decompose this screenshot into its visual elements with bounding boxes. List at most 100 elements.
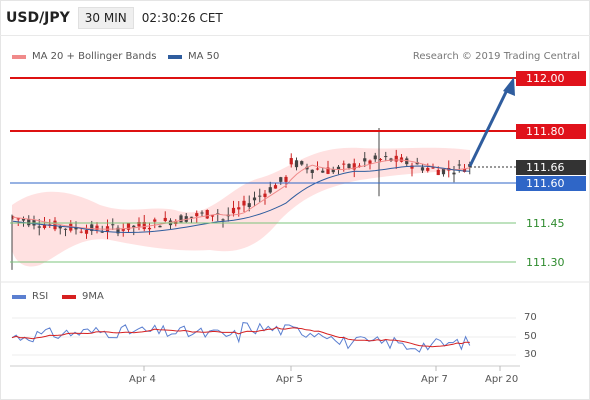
candle-body xyxy=(263,193,267,197)
candle-body xyxy=(352,163,356,170)
x-label-apr7: Apr 7 xyxy=(421,374,448,385)
level-label-111-30: 111.30 xyxy=(526,256,565,269)
candle-body xyxy=(436,169,440,176)
bollinger-bands xyxy=(12,147,470,267)
candle-body xyxy=(189,216,194,218)
candle-body xyxy=(126,222,131,230)
candle-body xyxy=(174,220,178,225)
legend-ma20: MA 20 + Bollinger Bands xyxy=(12,51,156,62)
level-label-112-00: 112.00 xyxy=(516,71,586,86)
candle-body xyxy=(426,167,430,171)
level-label-111-45: 111.45 xyxy=(526,217,565,230)
candle-body xyxy=(242,200,246,206)
candle-body xyxy=(84,229,89,234)
candle-body xyxy=(310,169,314,173)
candle-body xyxy=(462,168,467,172)
candle-body xyxy=(221,219,225,221)
candle-body xyxy=(289,158,293,165)
rsi-swatch xyxy=(12,294,26,299)
candle-body xyxy=(121,229,125,231)
candle-body xyxy=(142,222,146,230)
candle-body xyxy=(158,225,162,228)
candle-body xyxy=(153,219,157,222)
candle-body xyxy=(279,177,283,182)
candle-body xyxy=(179,215,183,223)
candle-body xyxy=(368,160,372,164)
candle-body xyxy=(294,160,299,168)
candle-body xyxy=(90,224,94,232)
candle-body xyxy=(431,167,435,169)
candle-body xyxy=(210,215,215,217)
timestamp: 02:30:26 CET xyxy=(141,11,223,25)
candle-body xyxy=(378,159,383,161)
ma20-swatch xyxy=(12,54,26,59)
candle-body xyxy=(405,158,409,165)
ma50-label: MA 50 xyxy=(188,51,220,62)
ma20-label: MA 20 + Bollinger Bands xyxy=(32,51,157,62)
candle-body xyxy=(79,231,83,233)
candle-body xyxy=(11,216,15,218)
rsi-label: RSI xyxy=(32,291,49,302)
candle-body xyxy=(305,166,309,170)
candle-body xyxy=(273,185,278,189)
candle-body xyxy=(394,155,398,162)
legend-rsi: RSI xyxy=(12,291,48,302)
ma9-label: 9MA xyxy=(82,291,104,302)
level-label-111-66: 111.66 xyxy=(516,160,586,175)
candle-body xyxy=(132,225,136,228)
rsi-9ma-line xyxy=(11,326,470,348)
candle-body xyxy=(111,224,115,226)
candle-body xyxy=(231,207,236,214)
candle-body xyxy=(258,195,262,197)
candle-body xyxy=(74,227,78,230)
x-label-apr20: Apr 20 xyxy=(485,374,519,385)
ma50-line xyxy=(12,165,470,234)
rsi-scale-50: 50 xyxy=(524,331,537,342)
candle-body xyxy=(237,207,241,210)
candle-body xyxy=(21,218,26,221)
ma20-line xyxy=(12,159,470,230)
candle-body xyxy=(347,163,351,168)
candle-body xyxy=(205,210,209,219)
candle-body xyxy=(58,226,62,229)
candle-body xyxy=(195,213,199,217)
candle-body xyxy=(384,156,388,158)
candle-body xyxy=(315,168,320,170)
level-label-111-60: 111.60 xyxy=(516,176,586,191)
research-credit: Research © 2019 Trading Central xyxy=(412,51,580,62)
rsi-scale-70: 70 xyxy=(524,312,537,323)
candle-body xyxy=(95,225,99,230)
candle-body xyxy=(147,227,152,230)
candle-body xyxy=(116,227,120,234)
candle-body xyxy=(42,224,47,228)
candle-body xyxy=(247,203,251,208)
rsi-line xyxy=(11,322,471,353)
level-label-111-80: 111.80 xyxy=(516,124,586,139)
candle-body xyxy=(268,187,272,193)
candle-body xyxy=(452,172,456,175)
candle-body xyxy=(457,164,461,166)
candle-body xyxy=(53,220,57,230)
candle-body xyxy=(363,158,367,162)
symbol-title: USD/JPY xyxy=(6,10,70,26)
candle-body xyxy=(137,222,141,227)
candle-body xyxy=(252,197,257,201)
forecast-arrow-shaft xyxy=(468,89,509,167)
chart-header: USD/JPY 30 MIN 02:30:26 CET xyxy=(6,6,223,30)
rsi-scale-30: 30 xyxy=(524,349,537,360)
forecast-arrow-head xyxy=(503,77,515,96)
candle-body xyxy=(357,165,362,167)
candle-body xyxy=(63,228,68,230)
candle-body xyxy=(300,161,304,165)
x-label-apr4: Apr 4 xyxy=(129,374,156,385)
timeframe-button[interactable]: 30 MIN xyxy=(77,7,134,29)
ma9-swatch xyxy=(62,294,76,299)
candle-body xyxy=(163,217,167,222)
candle-body xyxy=(336,166,341,170)
candle-body xyxy=(284,176,288,182)
candle-body xyxy=(410,165,414,169)
candle-body xyxy=(16,218,20,220)
candle-body xyxy=(100,231,104,233)
candle-body xyxy=(331,169,335,173)
